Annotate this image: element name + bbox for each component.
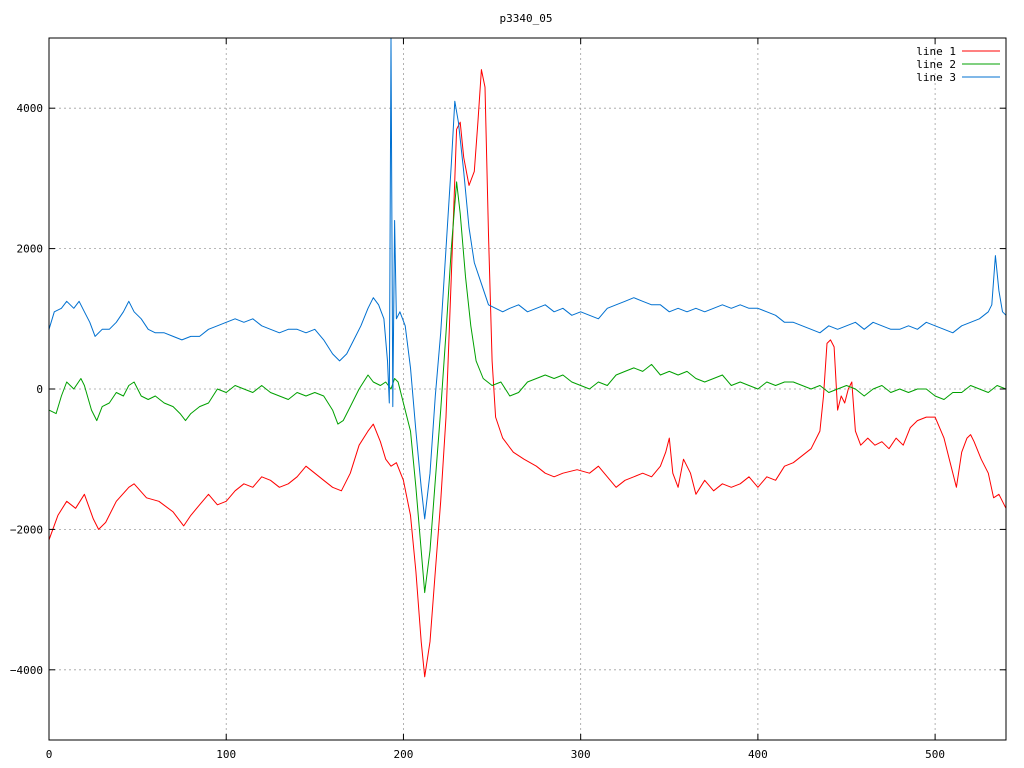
x-tick-label: 300 — [571, 748, 591, 761]
y-tick-label: −2000 — [10, 523, 43, 536]
y-tick-label: 2000 — [17, 243, 44, 256]
legend-label: line 2 — [916, 58, 956, 71]
y-tick-label: 4000 — [17, 102, 44, 115]
x-tick-label: 400 — [748, 748, 768, 761]
legend-label: line 1 — [916, 45, 956, 58]
legend-label: line 3 — [916, 71, 956, 84]
x-tick-label: 100 — [216, 748, 236, 761]
series-line-3 — [49, 38, 1006, 520]
series-line-2 — [49, 181, 1006, 594]
x-tick-label: 500 — [925, 748, 945, 761]
grid — [49, 38, 1006, 740]
series-layer — [49, 38, 1006, 678]
x-tick-label: 0 — [46, 748, 53, 761]
chart-title: p3340_05 — [500, 12, 553, 25]
plot-frame — [48, 37, 1007, 741]
y-tick-label: 0 — [36, 383, 43, 396]
axis-ticks: 0 100 200 300 400 500 −4000 −2000 0 2000 4000 — [10, 38, 1006, 761]
x-tick-label: 200 — [394, 748, 414, 761]
series-line-1 — [49, 69, 1006, 678]
y-tick-label: −4000 — [10, 664, 43, 677]
